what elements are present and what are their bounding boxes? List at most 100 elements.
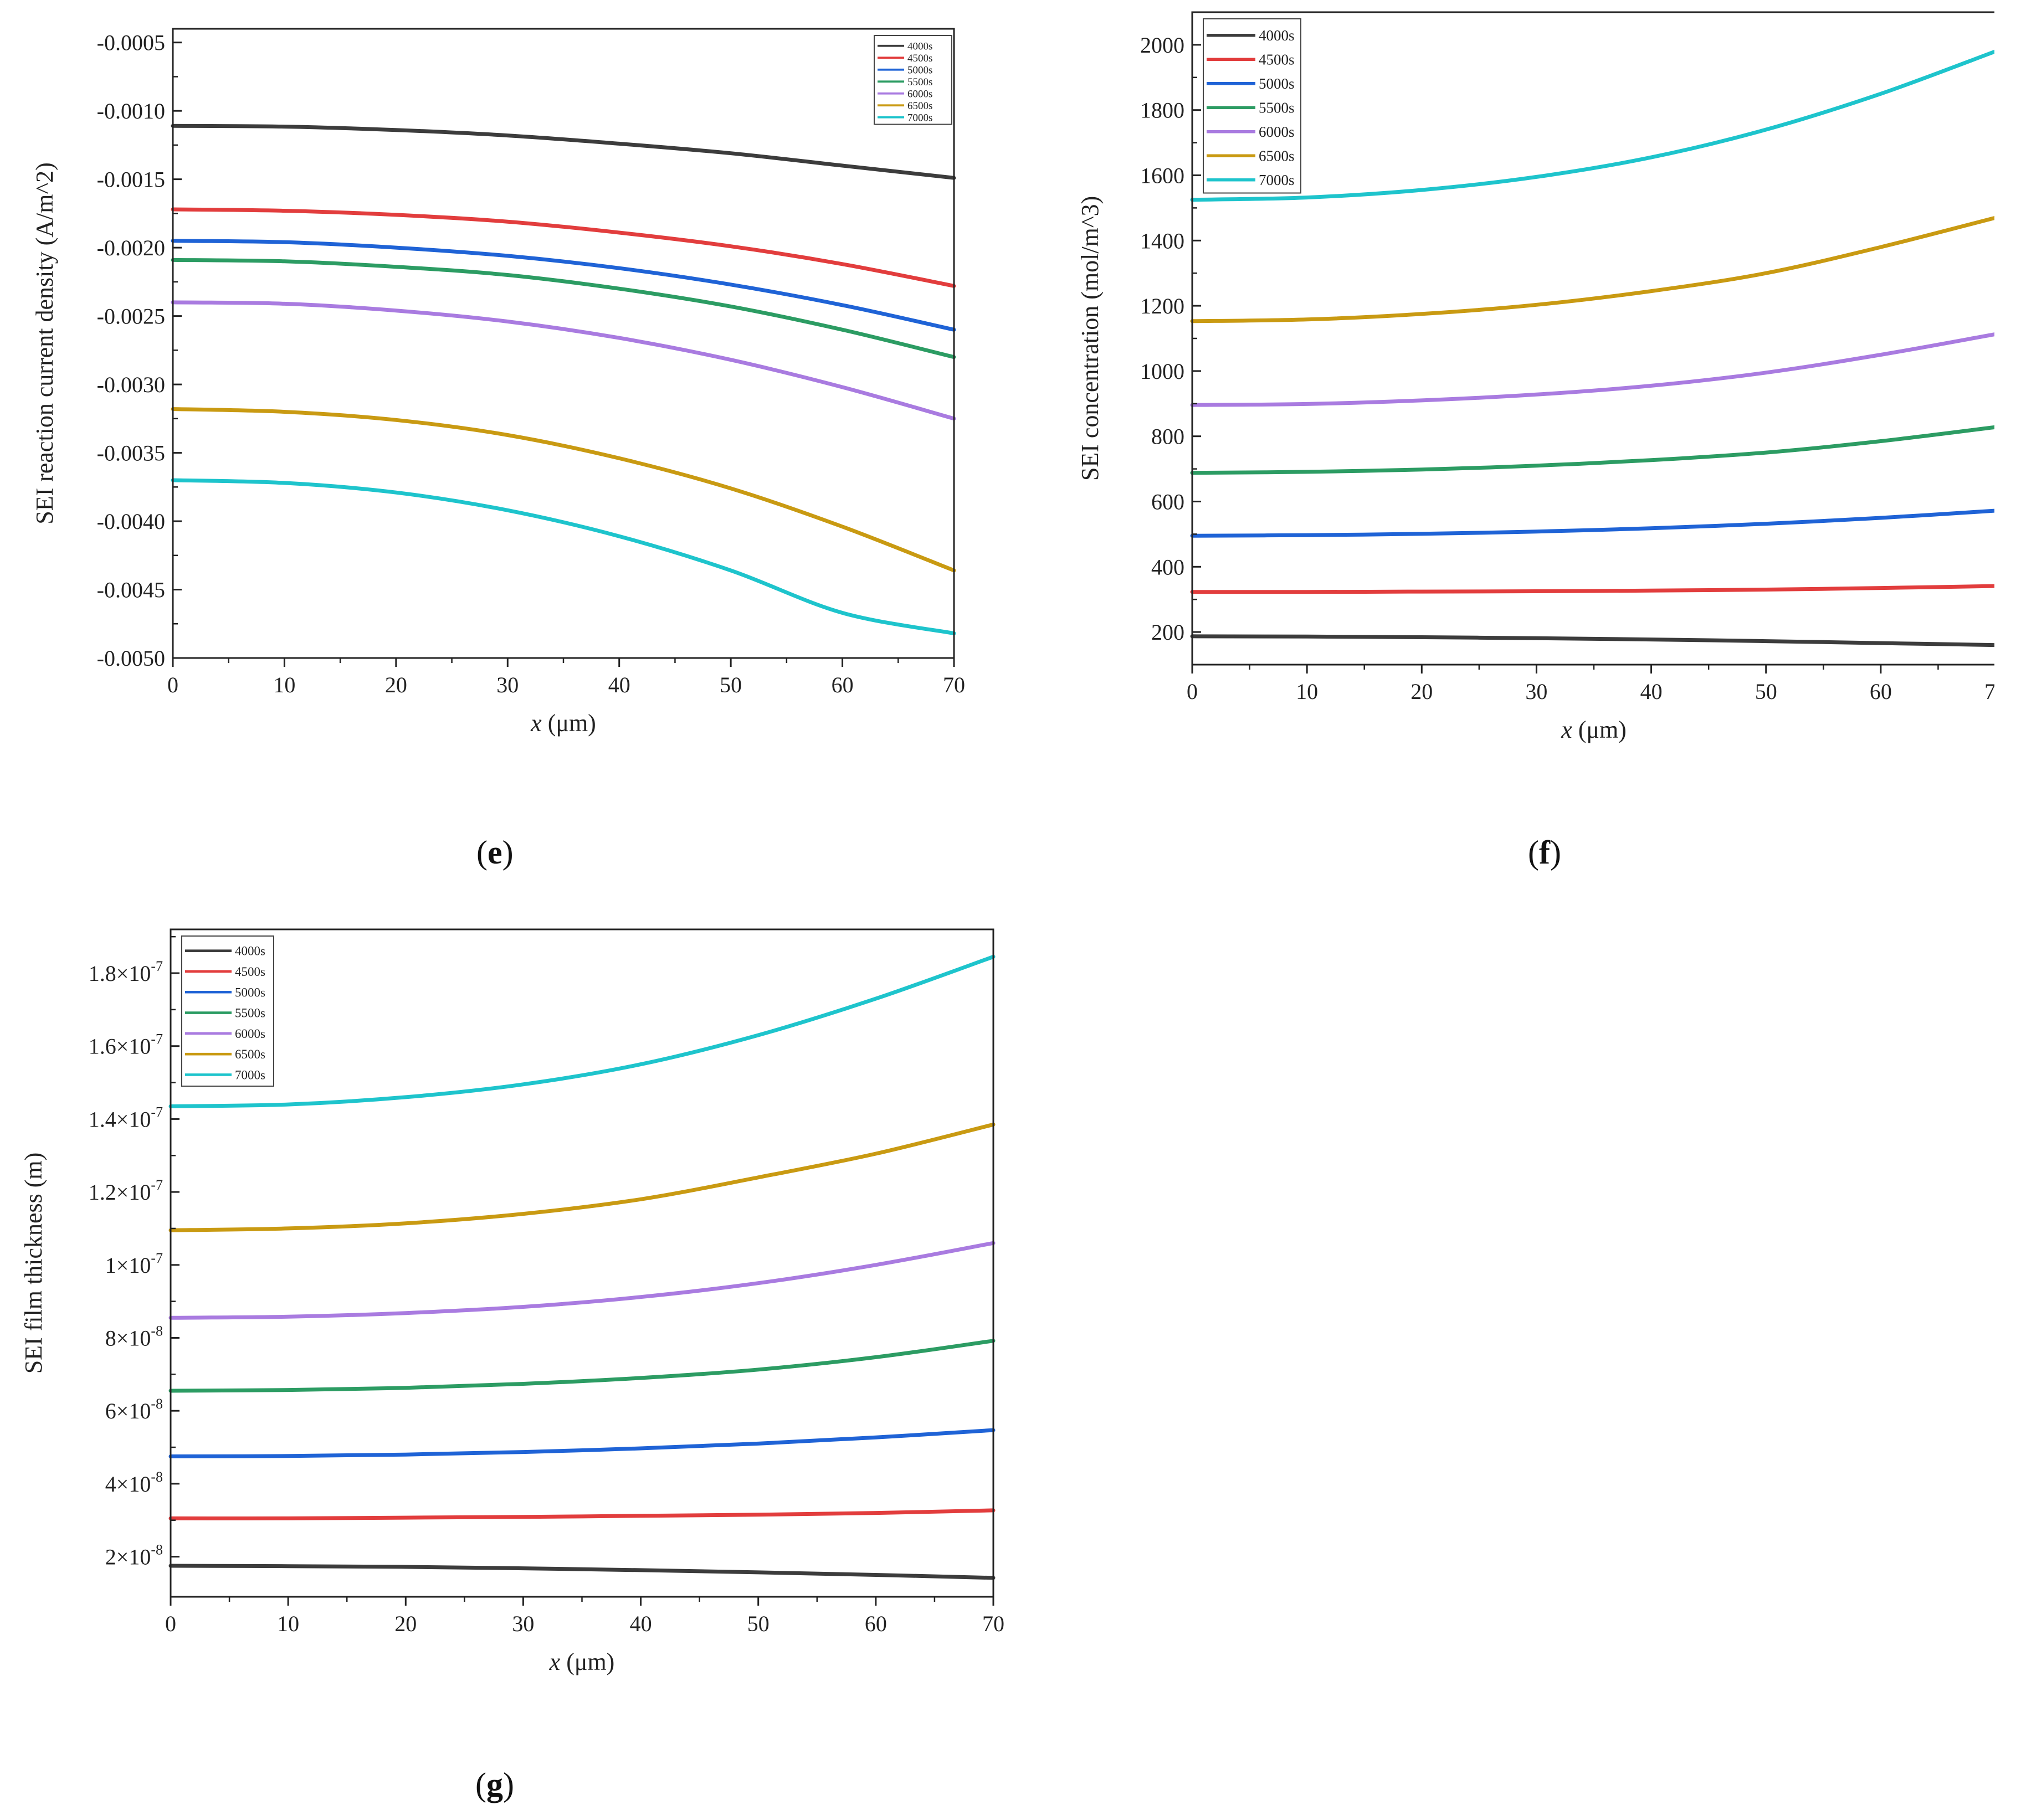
y-tick-label: 1400 [1140, 228, 1184, 253]
y-tick-label: 1.8×10-7 [89, 958, 163, 986]
y-tick-label: -0.0025 [97, 304, 165, 329]
x-tick-label: 10 [277, 1611, 299, 1636]
y-tick-label: 1.2×10-7 [89, 1177, 163, 1205]
series-line-4000s [1190, 634, 1994, 647]
y-tick-label: -0.0015 [97, 167, 165, 192]
series-line-5000s [1190, 508, 1994, 538]
series-line-5000s [168, 1428, 996, 1458]
series-line-7000s [171, 478, 956, 635]
legend-label-5500s: 5500s [907, 76, 932, 88]
legend-label-6500s: 6500s [1259, 148, 1295, 164]
legend-label-4000s: 4000s [1259, 27, 1295, 44]
y-tick-label: 4×10-8 [105, 1469, 163, 1497]
legend-label-5500s: 5500s [1259, 100, 1295, 116]
y-axis-label: SEI concentration (mol/m^3) [1076, 196, 1104, 481]
y-tick-label: 2×10-8 [105, 1542, 163, 1570]
series-line-6000s [171, 300, 956, 421]
x-tick-label: 20 [394, 1611, 417, 1636]
y-tick-label: -0.0030 [97, 372, 165, 397]
y-tick-label: -0.0010 [97, 99, 165, 124]
x-tick-label: 60 [832, 672, 854, 697]
x-tick-label: 70 [982, 1611, 1004, 1636]
y-tick-label: 1×10-7 [105, 1250, 163, 1278]
y-tick-label: 1600 [1140, 163, 1184, 188]
series-line-7000s [1190, 49, 1994, 202]
plot-frame [1191, 11, 1994, 666]
x-tick-label: 50 [747, 1611, 770, 1636]
x-axis-label: x (μm) [549, 1648, 615, 1675]
x-axis-label: x (μm) [530, 710, 596, 737]
legend-label-4500s: 4500s [235, 965, 265, 979]
legend-box [1203, 18, 1301, 194]
legend-label-5000s: 5000s [907, 64, 932, 76]
legend-label-4500s: 4500s [907, 53, 932, 64]
plot-area-e: 0 10 20 30 40 50 60 70 -0.0005 -0.0010 -0.0015 -0.0… [31, 28, 965, 737]
legend-label-4000s: 4000s [907, 40, 932, 52]
legend-label-6000s: 6000s [907, 88, 932, 100]
plot-area-f: 0 10 20 30 40 50 60 70 200 400 600 800 1000 1200 1400 1… [1076, 11, 1994, 743]
x-tick-label: 60 [865, 1611, 887, 1636]
y-tick-label: 1.4×10-7 [89, 1104, 163, 1132]
legend-label-7000s: 7000s [235, 1068, 265, 1082]
chart-e: 0 10 20 30 40 50 60 70 -0.0005 -0.0010 -0.0015 -0.0… [31, 28, 965, 737]
plot-frame [172, 28, 955, 659]
y-tick-label: -0.0035 [97, 441, 165, 466]
y-tick-label: 2000 [1140, 33, 1184, 58]
y-tick-label: 1.6×10-7 [89, 1031, 163, 1059]
x-tick-label: 10 [273, 672, 295, 697]
legend-box [181, 935, 274, 1087]
series-line-6500s [1190, 215, 1994, 323]
legend-label-7000s: 7000s [907, 112, 932, 124]
x-tick-label: 40 [630, 1611, 652, 1636]
y-tick-label: -0.0050 [97, 646, 165, 671]
series-line-6500s [171, 407, 956, 573]
series-line-5500s [1190, 425, 1994, 475]
panel-label-g: (g) [475, 1766, 514, 1803]
series-line-4500s [1190, 584, 1994, 594]
y-tick-label: 1200 [1140, 294, 1184, 318]
series-line-6500s [168, 1122, 996, 1232]
panel-label-e: (e) [476, 834, 514, 871]
legend-label-6500s: 6500s [235, 1047, 265, 1061]
y-tick-label: 1000 [1140, 359, 1184, 384]
series-line-7000s [168, 954, 996, 1108]
x-tick-label: 10 [1296, 679, 1318, 704]
y-tick-label: 200 [1151, 620, 1184, 645]
y-tick-label: 1800 [1140, 98, 1184, 123]
x-tick-label: 70 [1984, 679, 1994, 704]
y-tick-label: 6×10-8 [105, 1396, 163, 1423]
y-tick-label: 8×10-8 [105, 1323, 163, 1350]
y-tick-label: -0.0005 [97, 30, 165, 55]
legend-label-4000s: 4000s [235, 944, 265, 958]
x-tick-label: 30 [496, 672, 519, 697]
plot-area-g: 0 10 20 30 40 50 60 70 2×10-8 4×10-8 6×10-8 8×10-8 1… [20, 928, 1004, 1675]
y-tick-label: 400 [1151, 554, 1184, 579]
x-tick-label: 0 [165, 1611, 176, 1636]
x-tick-label: 20 [385, 672, 407, 697]
y-tick-label: 600 [1151, 490, 1184, 515]
series-line-4500s [168, 1508, 996, 1520]
chart-g: 0 10 20 30 40 50 60 70 2×10-8 4×10-8 6×10-8 8×10-8 1… [20, 928, 1004, 1675]
y-axis-label: SEI film thickness (m) [20, 1153, 47, 1374]
x-tick-label: 20 [1410, 679, 1433, 704]
x-tick-label: 0 [167, 672, 178, 697]
x-tick-label: 50 [1755, 679, 1777, 704]
series-line-5500s [171, 258, 956, 359]
legend-label-6000s: 6000s [235, 1027, 265, 1041]
x-tick-label: 60 [1870, 679, 1892, 704]
legend-label-4500s: 4500s [1259, 52, 1295, 68]
y-tick-label: -0.0020 [97, 235, 165, 260]
y-tick-label: -0.0045 [97, 578, 165, 603]
x-tick-label: 30 [512, 1611, 534, 1636]
y-tick-label: -0.0040 [97, 509, 165, 534]
legend-label-5000s: 5000s [235, 985, 265, 999]
chart-f: 0 10 20 30 40 50 60 70 200 400 600 800 1000 1200 1400 1… [1076, 11, 1994, 743]
x-tick-label: 0 [1187, 679, 1198, 704]
series-line-6000s [168, 1241, 996, 1320]
legend-box [874, 35, 952, 125]
x-tick-label: 40 [608, 672, 630, 697]
x-tick-label: 50 [720, 672, 742, 697]
plot-frame [170, 928, 994, 1598]
